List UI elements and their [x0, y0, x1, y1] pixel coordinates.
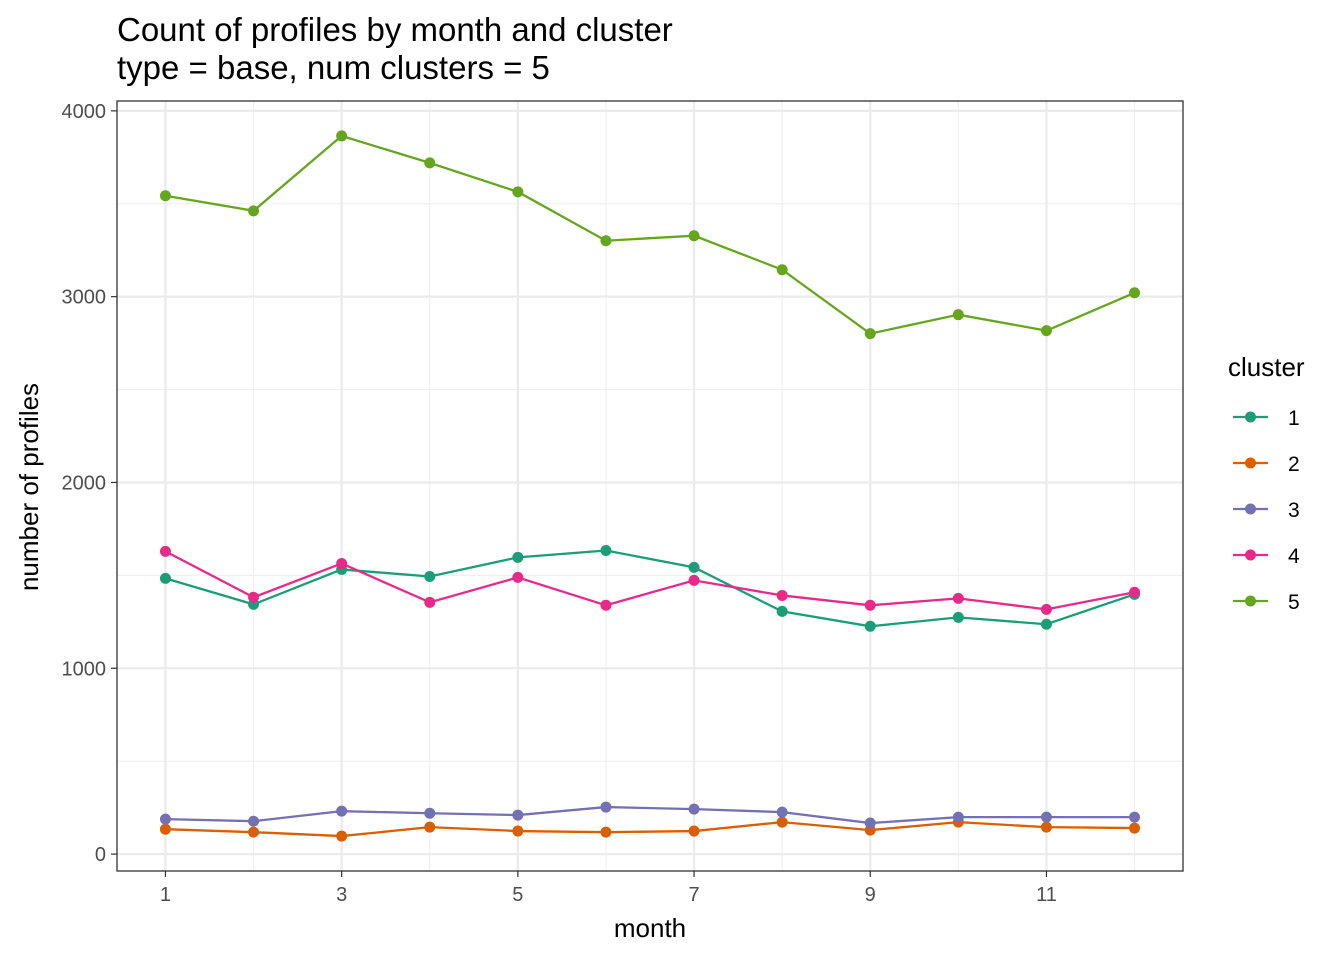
- data-point: [952, 811, 964, 823]
- legend-label: 1: [1288, 407, 1300, 430]
- data-point: [600, 826, 612, 838]
- data-point: [600, 801, 612, 813]
- grid: [117, 101, 1183, 871]
- data-point: [1129, 822, 1141, 834]
- data-point: [336, 830, 348, 842]
- data-point: [424, 807, 436, 819]
- data-point: [776, 816, 788, 828]
- series-line-3: [165, 805, 1135, 825]
- data-point: [864, 328, 876, 340]
- legend-key-point: [1245, 503, 1256, 515]
- data-point: [424, 821, 436, 833]
- legend-title: cluster: [1228, 352, 1305, 382]
- data-point: [1040, 618, 1052, 630]
- data-point: [248, 591, 260, 603]
- y-axis-label: number of profiles: [14, 383, 44, 591]
- legend-label: 4: [1288, 545, 1300, 568]
- data-point: [688, 803, 700, 815]
- panel-border: [116, 100, 1184, 872]
- legend-label: 2: [1288, 453, 1300, 476]
- data-point: [776, 806, 788, 818]
- data-point: [336, 805, 348, 817]
- data-point: [1040, 603, 1052, 615]
- data-point: [1040, 811, 1052, 823]
- data-point: [776, 589, 788, 601]
- legend-key-point: [1245, 457, 1256, 469]
- data-point: [512, 186, 524, 198]
- x-tick-label: 3: [336, 884, 347, 906]
- legend-key-point: [1245, 595, 1256, 607]
- series-line-4: [164, 550, 1135, 611]
- data-point: [424, 570, 436, 582]
- data-point: [159, 572, 171, 584]
- data-point: [159, 190, 171, 202]
- data-point: [864, 817, 876, 829]
- series-line-5: [165, 134, 1135, 335]
- data-point: [776, 605, 788, 617]
- data-point: [776, 264, 788, 276]
- chart-title: Count of profiles by month and cluster: [117, 11, 673, 48]
- data-point: [864, 620, 876, 632]
- plot-panel: [117, 101, 1183, 871]
- data-point: [424, 157, 436, 169]
- series-cluster-5: [159, 130, 1141, 340]
- data-point: [952, 611, 964, 623]
- data-point: [159, 823, 171, 835]
- data-point: [248, 826, 260, 838]
- series-line-2: [165, 820, 1135, 838]
- data-point: [864, 599, 876, 611]
- data-point: [159, 813, 171, 825]
- data-point: [1129, 287, 1141, 299]
- data-point: [600, 235, 612, 247]
- x-tick-label: 1: [160, 884, 171, 906]
- legend-key-point: [1245, 549, 1256, 561]
- legend-key-point: [1245, 411, 1256, 423]
- data-point: [424, 596, 436, 608]
- data-point: [952, 592, 964, 604]
- x-tick-label: 5: [512, 884, 523, 906]
- data-point: [336, 557, 348, 569]
- data-point: [512, 809, 524, 821]
- legend: cluster 1 2 3 4 5: [1228, 352, 1305, 614]
- y-tick-label: 3000: [62, 287, 107, 309]
- data-point: [159, 545, 171, 557]
- x-tick-label: 7: [688, 884, 699, 906]
- data-point: [688, 825, 700, 837]
- y-tick-label: 0: [95, 844, 106, 866]
- data-point: [512, 551, 524, 563]
- x-tick-label: 9: [865, 884, 876, 906]
- data-point: [688, 574, 700, 586]
- data-point: [1129, 586, 1141, 598]
- data-point: [952, 309, 964, 321]
- x-axis-label: month: [614, 913, 686, 943]
- series-cluster-3: [159, 801, 1141, 829]
- series-cluster-4: [159, 545, 1141, 615]
- legend-label: 5: [1288, 591, 1300, 614]
- legend-label: 3: [1288, 499, 1300, 522]
- data-point: [248, 815, 260, 827]
- data-point: [1129, 811, 1141, 823]
- data-point: [600, 599, 612, 611]
- data-point: [688, 230, 700, 242]
- x-tick-label: 11: [1036, 884, 1057, 906]
- series-cluster-2: [159, 816, 1141, 842]
- y-tick-label: 2000: [62, 472, 107, 494]
- y-tick-label: 4000: [62, 101, 107, 123]
- data-point: [600, 544, 612, 556]
- data-point: [248, 205, 260, 217]
- data-point: [336, 130, 348, 142]
- data-point: [512, 571, 524, 583]
- data-point: [1040, 821, 1052, 833]
- data-point: [1040, 325, 1052, 337]
- data-point: [512, 825, 524, 837]
- data-point: [688, 561, 700, 573]
- y-tick-label: 1000: [62, 658, 107, 680]
- chart-subtitle: type = base, num clusters = 5: [117, 49, 550, 86]
- series-line-1: [165, 549, 1135, 628]
